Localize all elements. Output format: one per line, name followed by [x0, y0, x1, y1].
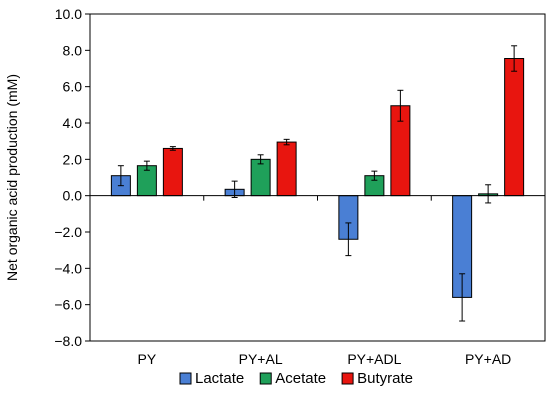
y-axis-title: Net organic acid production (mM) [4, 74, 20, 281]
bar-butyrate-0 [162, 147, 183, 197]
y-tick-labels: −8.0 −6.0 −4.0 −2.0 0.0 2.0 4.0 6.0 8.0 10.0 [54, 6, 82, 349]
y-tick-label: 6.0 [63, 79, 83, 95]
y-tick-label: 0.0 [63, 188, 83, 204]
axes-layer [85, 13, 546, 342]
y-tick-label: 4.0 [63, 115, 83, 131]
legend-swatch-lactate [179, 372, 192, 385]
bars-layer [110, 58, 525, 298]
y-tick-label: −8.0 [54, 333, 82, 349]
legend-label-lactate: Lactate [195, 370, 244, 387]
y-tick-label: −6.0 [54, 297, 82, 313]
x-tick-label: PY+AL [239, 351, 283, 367]
legend: Lactate Acetate Butyrate [179, 370, 413, 387]
y-tick-label: 2.0 [63, 151, 83, 167]
bar-acetate-1 [250, 158, 271, 197]
x-tick-label: PY+AD [465, 351, 511, 367]
y-tick-label: 8.0 [63, 42, 83, 58]
bar-butyrate-1 [276, 141, 297, 197]
plot-frame [89, 13, 546, 342]
legend-swatch-butyrate [341, 372, 354, 385]
error-bars-layer [117, 45, 518, 322]
legend-label-acetate: Acetate [275, 370, 326, 387]
bar-butyrate-3 [504, 58, 525, 197]
y-tick-label: −2.0 [54, 224, 82, 240]
y-tick-label: 10.0 [55, 6, 82, 22]
x-tick-label: PY+ADL [347, 351, 401, 367]
legend-label-butyrate: Butyrate [357, 370, 413, 387]
x-tick-labels: PY PY+AL PY+ADL PY+AD [138, 351, 512, 367]
legend-swatch-acetate [259, 372, 272, 385]
x-tick-label: PY [138, 351, 157, 367]
y-tick-label: −4.0 [54, 260, 82, 276]
